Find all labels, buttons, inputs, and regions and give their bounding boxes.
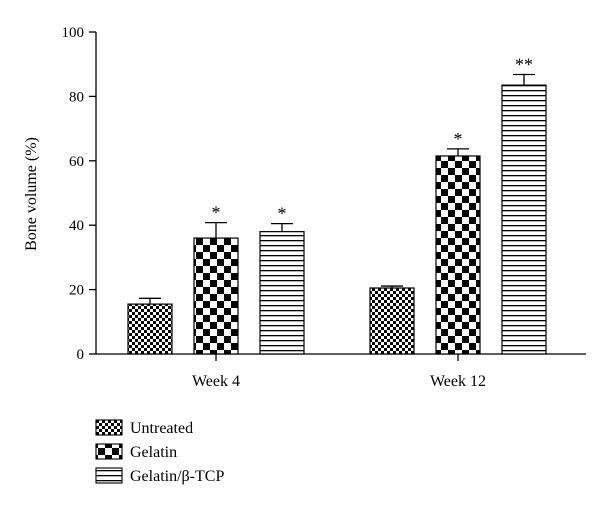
bar-series: * **** <box>127 55 547 355</box>
significance-marker: * <box>212 203 221 223</box>
y-tick-label: 100 <box>62 25 85 41</box>
bar <box>501 84 547 355</box>
legend-entry: Gelatin/β-TCP <box>130 468 224 485</box>
significance-marker: ** <box>515 55 533 75</box>
y-tick-label: 80 <box>69 89 84 105</box>
x-tick-label: Week 4 <box>192 373 240 390</box>
y-tick-label: 20 <box>69 283 84 299</box>
significance-marker: * <box>278 204 287 224</box>
legend-entry: Untreated <box>130 420 193 437</box>
y-axis: 0 20 40 60 80 100 <box>62 25 97 363</box>
y-axis-title: Bone volume (%) <box>23 137 40 251</box>
legend-swatch <box>95 467 123 484</box>
bar <box>435 155 481 355</box>
bar <box>369 287 415 355</box>
legend: Untreated Gelatin Gelatin/β-TCP <box>95 419 224 485</box>
significance-marker: * <box>454 129 463 149</box>
bar <box>193 237 239 355</box>
y-tick-label: 0 <box>77 347 85 363</box>
x-axis: Week 4 Week 12 <box>96 353 586 390</box>
legend-swatch <box>95 443 123 460</box>
y-tick-label: 60 <box>69 154 84 170</box>
legend-entry: Gelatin <box>130 444 177 461</box>
x-tick-label: Week 12 <box>430 373 486 390</box>
bar <box>127 303 173 355</box>
y-tick-label: 40 <box>69 218 84 234</box>
legend-swatch <box>95 419 123 436</box>
bar <box>259 231 305 355</box>
